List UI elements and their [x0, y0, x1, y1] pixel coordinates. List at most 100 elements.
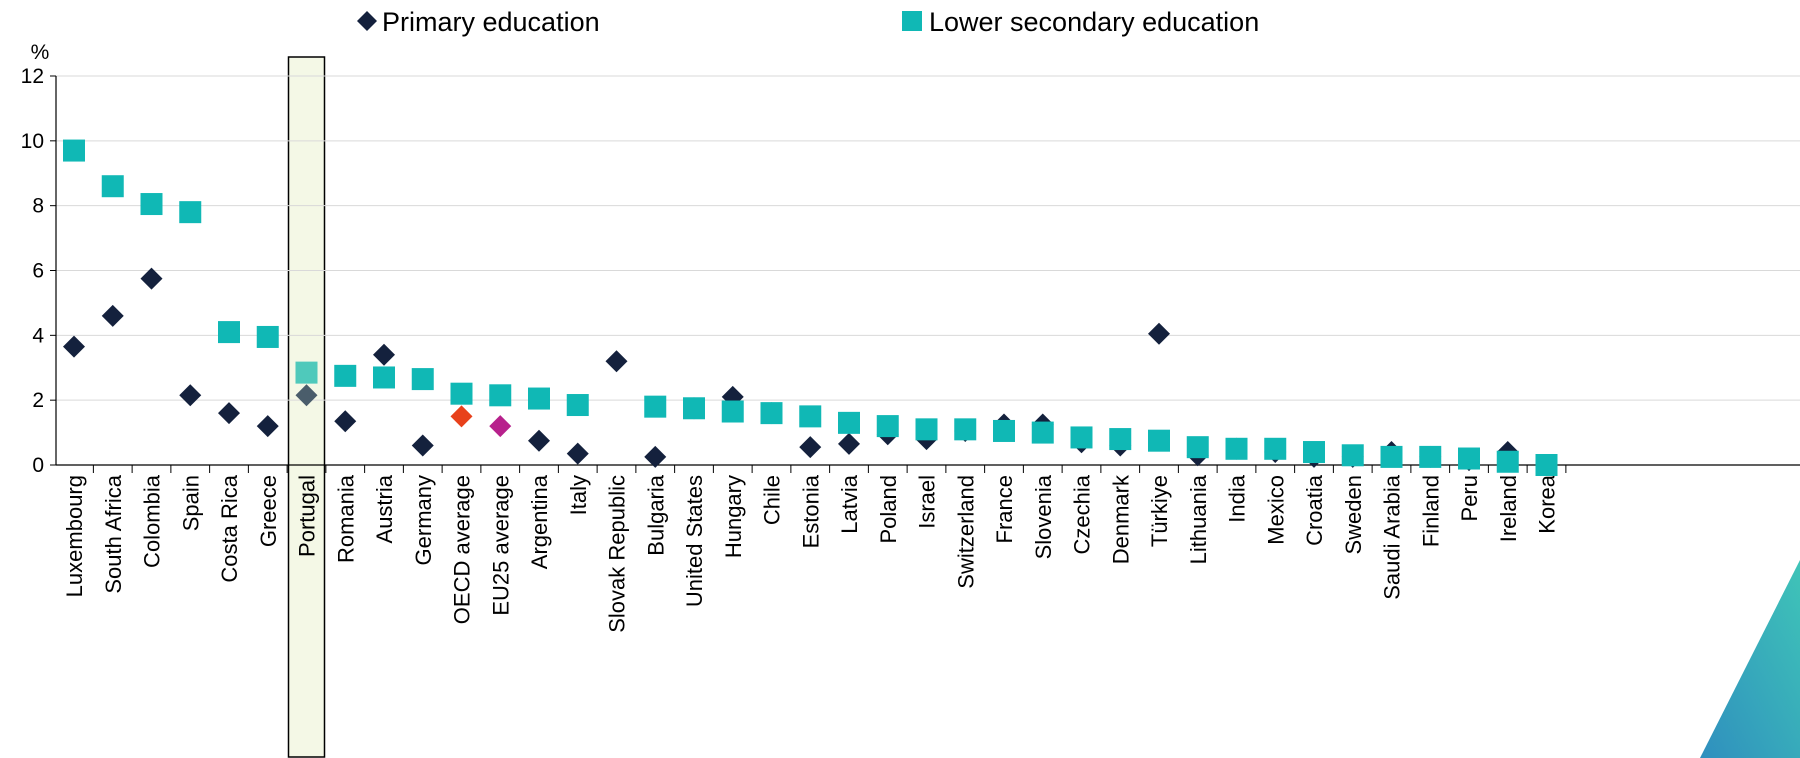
primary-point — [566, 442, 589, 465]
y-tick-label: 8 — [32, 195, 44, 218]
x-category-label: Romania — [333, 474, 358, 563]
secondary-point — [411, 368, 434, 391]
secondary-point — [876, 415, 899, 438]
x-category-label: France — [992, 475, 1017, 543]
secondary-point — [799, 405, 822, 428]
secondary-point — [1225, 437, 1248, 460]
primary-point — [334, 410, 357, 433]
x-category-label: Greece — [256, 475, 281, 547]
y-unit-label: % — [31, 41, 50, 64]
gridlines — [56, 75, 1800, 401]
secondary-point — [218, 321, 240, 344]
secondary-point — [954, 418, 977, 441]
secondary-point — [915, 418, 938, 441]
secondary-point — [1458, 447, 1480, 470]
secondary-point — [1303, 441, 1325, 464]
x-category-label: Türkiye — [1147, 475, 1172, 547]
highlight-band-portugal — [287, 56, 326, 758]
corner-decoration — [1700, 560, 1800, 758]
secondary-point — [334, 364, 357, 387]
x-category-label: Spain — [178, 475, 203, 531]
x-category-label: Hungary — [721, 475, 746, 558]
secondary-point — [838, 411, 860, 434]
primary-point — [450, 405, 473, 428]
x-category-label: Chile — [760, 475, 785, 525]
x-category-label: Sweden — [1341, 475, 1366, 555]
x-category-label: United States — [682, 475, 707, 607]
primary-point — [411, 434, 434, 457]
primary-point — [489, 415, 512, 438]
y-tick-label: 10 — [21, 130, 44, 153]
legend: Primary education Lower secondary educati… — [382, 7, 1259, 37]
secondary-point — [1419, 445, 1442, 468]
y-tick-label: 6 — [32, 260, 44, 283]
secondary-point — [1031, 421, 1054, 444]
primary-point — [179, 384, 202, 407]
secondary-point — [295, 361, 318, 384]
x-category-label: Czechia — [1070, 474, 1095, 554]
x-category-label: Germany — [411, 475, 436, 565]
x-category-label: Mexico — [1263, 475, 1288, 545]
secondary-point — [683, 397, 705, 420]
secondary-point — [721, 400, 744, 423]
primary-point — [605, 350, 628, 373]
x-category-label: Italy — [566, 475, 591, 515]
secondary-point — [1070, 426, 1093, 449]
x-category-label: Argentina — [527, 474, 552, 569]
x-category-label: Luxembourg — [62, 475, 87, 597]
secondary-point — [1109, 428, 1132, 451]
primary-point — [528, 429, 550, 452]
x-category-label: Latvia — [837, 474, 862, 533]
primary-point — [838, 432, 860, 455]
x-category-label: Croatia — [1302, 474, 1327, 546]
axes: 0 2 4 6 8 10 12% Luxembourg South Africa Colombia… — [21, 41, 1800, 633]
y-tick-label: 4 — [32, 324, 44, 347]
x-category-label: Israel — [915, 475, 940, 529]
primary-point — [101, 304, 124, 327]
x-category-label: Colombia — [140, 474, 165, 568]
data-points — [63, 11, 1558, 476]
secondary-point — [489, 384, 512, 407]
x-category-label: Switzerland — [953, 475, 978, 589]
secondary-point — [256, 325, 279, 348]
x-category-label: Denmark — [1108, 474, 1133, 564]
secondary-point — [140, 193, 163, 216]
x-category-label: Peru — [1457, 475, 1482, 521]
secondary-point — [450, 382, 473, 405]
primary-point — [1148, 322, 1170, 345]
secondary-point — [1535, 454, 1558, 476]
primary-point — [256, 415, 279, 438]
primary-point — [799, 436, 822, 459]
primary-point — [63, 335, 85, 358]
x-category-label: OECD average — [450, 475, 475, 624]
x-category-label: EU25 average — [488, 475, 513, 616]
x-category-label: Finland — [1418, 475, 1443, 547]
x-category-label: Costa Rica — [217, 474, 242, 582]
x-category-label: Slovak Republic — [605, 475, 630, 633]
secondary-point — [1496, 450, 1519, 473]
primary-point — [644, 445, 667, 468]
y-tick-label: 2 — [32, 389, 44, 412]
primary-point — [295, 384, 318, 407]
secondary-point — [373, 366, 395, 389]
legend-secondary-label: Lower secondary education — [929, 7, 1259, 37]
corner-accent-shape — [1700, 560, 1800, 758]
x-category-label: Saudi Arabia — [1380, 474, 1405, 600]
x-category-label: India — [1225, 474, 1250, 522]
primary-point — [218, 402, 240, 425]
legend-primary-marker — [357, 11, 377, 31]
x-category-label: Austria — [372, 474, 397, 543]
legend-primary-label: Primary education — [382, 7, 600, 37]
secondary-point — [1264, 437, 1287, 460]
x-category-label: Slovenia — [1031, 474, 1056, 559]
x-category-label: Poland — [876, 475, 901, 544]
secondary-point — [566, 394, 589, 417]
secondary-point — [993, 419, 1015, 442]
y-tick-label: 12 — [21, 65, 44, 88]
secondary-point — [1186, 436, 1209, 459]
secondary-point — [179, 201, 202, 224]
secondary-point — [101, 175, 124, 198]
legend-secondary-marker — [902, 11, 922, 31]
secondary-point — [1148, 429, 1170, 452]
